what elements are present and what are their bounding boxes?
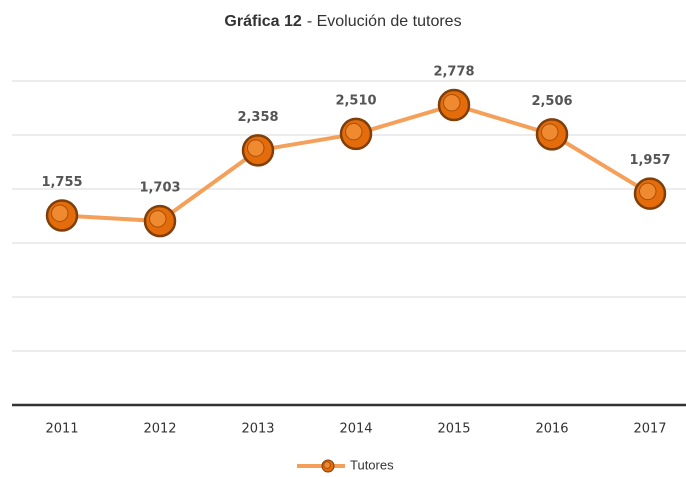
legend-label: Tutores: [350, 457, 394, 472]
point-marker: [633, 177, 667, 210]
marker-part: [443, 93, 461, 112]
marker-part: [51, 204, 69, 222]
point-marker: [535, 118, 569, 151]
x-tick-label: 2011: [45, 422, 78, 437]
data-label: 2,358: [237, 110, 278, 125]
data-label: 2,506: [531, 94, 572, 109]
title-rest: - Evolución de tutores: [307, 13, 462, 30]
marker-part: [149, 210, 167, 228]
x-tick-label: 2015: [437, 422, 470, 437]
marker-part: [247, 139, 265, 157]
x-tick-label: 2016: [535, 422, 568, 437]
marker-part: [323, 461, 331, 469]
legend-marker: [321, 459, 335, 473]
point-marker: [45, 199, 79, 232]
data-label: 1,957: [629, 153, 670, 168]
x-tick-label: 2013: [241, 422, 274, 437]
x-tick-label: 2017: [633, 422, 666, 437]
marker-part: [345, 122, 363, 141]
data-label: 2,778: [433, 64, 474, 79]
data-label: 1,703: [139, 181, 180, 196]
title-bold: Gráfica 12: [224, 13, 301, 30]
marker-part: [541, 123, 559, 141]
chart-title: Gráfica 12 - Evolución de tutores: [224, 13, 461, 30]
point-marker: [437, 88, 471, 122]
point-marker: [339, 117, 373, 151]
x-tick-label: 2012: [143, 422, 176, 437]
point-marker: [143, 204, 177, 238]
data-label: 1,755: [41, 175, 82, 190]
x-tick-label: 2014: [339, 422, 372, 437]
data-label: 2,510: [335, 93, 376, 108]
marker-part: [639, 182, 657, 201]
point-marker: [241, 134, 275, 167]
